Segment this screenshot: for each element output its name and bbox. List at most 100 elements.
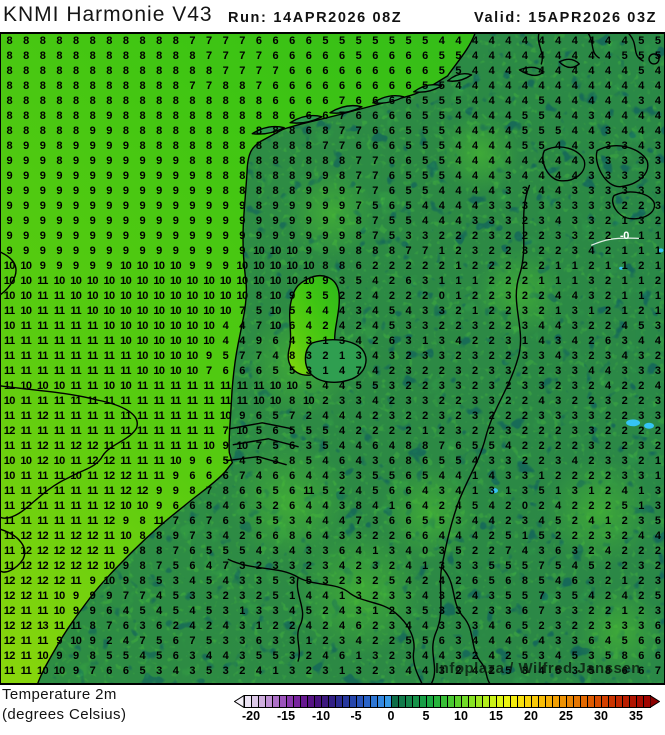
grid-value: 9 [172,155,179,167]
grid-value: 1 [455,275,461,287]
grid-value: 2 [638,200,644,212]
grid-value: 10 [103,290,115,302]
grid-value: 8 [73,65,79,77]
grid-value: 2 [472,260,478,272]
grid-value: 3 [521,665,528,677]
grid-value: 10 [153,320,165,332]
grid-value: 8 [56,155,62,167]
grid-value: 5 [172,605,179,617]
grid-value: 3 [355,395,362,407]
grid-value: 8 [139,545,146,557]
grid-value: 2 [455,245,461,257]
grid-value: 4 [472,80,478,92]
grid-value: 3 [571,185,578,197]
grid-value: 10 [269,275,282,287]
grid-row: 11 12 11 11 11 11 12 10 10 9 6 6 8 4 6 3 2 6 4 4 3 8 4 1 6 4 2 4 5 4 2… [1,499,664,513]
grid-value: 6 [322,110,328,122]
grid-value: 9 [89,140,96,152]
grid-value: 9 [189,230,195,242]
grid-value: 7 [206,485,212,497]
grid-value: 9 [56,200,62,212]
grid-row: 10 11 11 11 11 11 11 11 11 11 11 11 11 11 11 10 10 8 10 2 3 3… [1,394,664,408]
grid-value: 11 [136,440,148,452]
grid-value: 2 [422,260,428,272]
grid-value: 4 [638,125,644,137]
grid-value: 12 [103,470,115,482]
grid-value: 11 [153,410,165,422]
grid-value: 9 [322,215,328,227]
grid-value: 11 [103,545,115,557]
grid-value: 11 [70,350,82,362]
grid-value: 6 [388,515,395,527]
grid-value: 3 [555,620,561,632]
grid-value: 6 [289,65,295,77]
grid-value: 2 [654,215,661,227]
grid-value: 8 [222,170,229,182]
grid-value: 9 [255,215,262,227]
grid-value: 3 [521,380,528,392]
grid-value: 2 [588,620,594,632]
grid-value: 9 [73,200,79,212]
grid-value: 2 [405,425,412,437]
grid-value: 5 [422,125,428,137]
grid-value: 12 [120,485,132,497]
grid-value: 11 [70,335,82,347]
grid-value: 12 [3,650,16,662]
grid-value: 5 [305,425,312,437]
grid-value: 5 [621,500,628,512]
grid-row: 12 11 11 10 9 9 6 4 5 4 5 4 5 3 1 3 3 4 5 2 4 3 1 2 3 5 3 3 2 3 3 6 7 3 3 2… [1,604,664,618]
grid-value: 4 [289,545,295,557]
colorbar-tick-label: 0 [387,709,395,723]
grid-value: 4 [571,455,578,467]
grid-value: 6 [388,125,395,137]
grid-value: 4 [472,635,478,647]
grid-value: 4 [521,35,528,47]
grid-value: 9 [322,275,328,287]
grid-value: 3 [571,635,578,647]
grid-value: 7 [438,440,445,452]
grid-value: 5 [305,380,312,392]
grid-value: 5 [422,95,428,107]
grid-value: 4 [455,125,461,137]
grid-value: 3 [521,515,528,527]
grid-value: 9 [73,140,79,152]
grid-value: 11 [70,410,82,422]
grid-value: 4 [206,560,212,572]
grid-value: 4 [621,350,628,362]
grid-value: 4 [505,80,511,92]
grid-value: 11 [136,410,148,422]
grid-value: 9 [139,200,146,212]
grid-value: 8 [405,440,412,452]
grid-value: 7 [222,560,229,572]
grid-value: 8 [289,530,295,542]
grid-value: 3 [355,590,362,602]
grid-value: 6 [289,110,295,122]
grid-value: 2 [322,620,328,632]
coastline-layer [1,34,660,683]
grid-value: 11 [87,335,98,347]
grid-value: 10 [186,305,199,317]
grid-value: 4 [555,290,561,302]
grid-value: 7 [372,155,378,167]
grid-value: 8 [521,575,528,587]
grid-value: 1 [272,665,279,677]
grid-value: 10 [103,275,115,287]
grid-value: 5 [405,635,412,647]
grid-value: 12 [53,545,66,557]
grid-value: 1 [638,485,644,497]
grid-value: 4 [488,125,495,137]
grid-value: 11 [103,530,115,542]
grid-value: 5 [521,140,528,152]
grid-value: 8 [322,260,328,272]
grid-value: 3 [355,470,362,482]
grid-value: 2 [605,605,611,617]
legend-footer: Temperature 2m (degrees Celsius) -20 -15-… [0,685,665,735]
grid-value: 3 [505,605,511,617]
grid-value: 5 [405,35,412,47]
grid-value: 8 [289,185,295,197]
grid-value: 2 [455,395,461,407]
grid-value: 5 [621,635,628,647]
grid-value: 7 [106,620,112,632]
grid-value: 5 [521,590,528,602]
